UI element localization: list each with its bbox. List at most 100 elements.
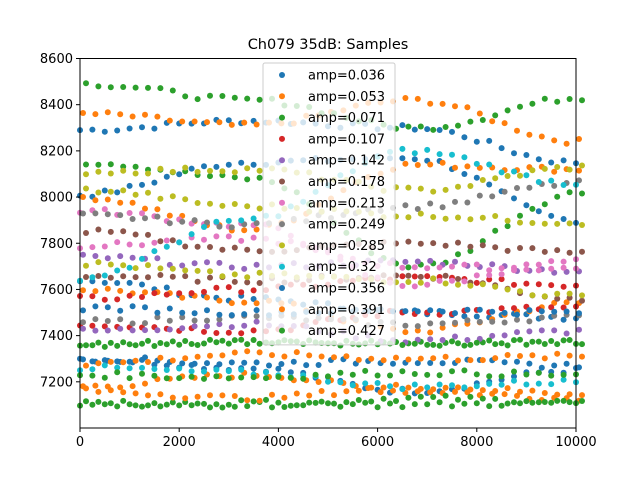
data-point	[417, 185, 424, 192]
x-tick-label: 0	[76, 435, 84, 450]
data-point	[331, 392, 337, 399]
data-point	[120, 359, 127, 366]
data-point	[579, 222, 585, 228]
data-point	[120, 273, 127, 280]
data-point	[132, 163, 139, 170]
data-point	[399, 283, 406, 289]
data-point	[486, 181, 493, 188]
data-point	[89, 322, 96, 329]
data-point	[244, 246, 251, 253]
data-point	[414, 323, 421, 330]
data-point	[176, 402, 183, 409]
data-point	[228, 359, 235, 366]
data-point	[479, 395, 486, 402]
data-point	[231, 94, 238, 101]
data-point	[405, 264, 412, 271]
data-point	[541, 165, 548, 172]
series-amp-0-391	[83, 348, 585, 404]
data-point	[117, 316, 124, 323]
data-point	[266, 362, 272, 369]
data-point	[142, 304, 148, 311]
data-point	[107, 274, 114, 281]
data-point	[467, 357, 474, 364]
data-point	[101, 187, 108, 194]
data-point	[551, 327, 558, 334]
data-point	[120, 167, 127, 174]
legend-label: amp=0.071	[308, 111, 385, 126]
data-point	[139, 255, 145, 262]
data-point	[442, 242, 449, 249]
data-point	[566, 220, 573, 227]
data-point	[238, 336, 245, 343]
data-point	[250, 287, 257, 294]
data-point	[492, 227, 499, 234]
data-point	[253, 318, 260, 325]
data-point	[238, 237, 245, 244]
data-point	[207, 336, 213, 343]
data-point	[117, 307, 124, 314]
data-point	[535, 208, 542, 215]
data-point	[417, 385, 424, 392]
data-point	[80, 110, 86, 116]
data-point	[461, 367, 468, 374]
data-point	[231, 393, 238, 399]
data-point	[157, 195, 164, 202]
data-point	[169, 357, 176, 364]
y-tick-label: 7800	[40, 237, 73, 252]
data-point	[560, 337, 567, 344]
data-point	[566, 294, 573, 301]
data-point	[442, 124, 449, 130]
data-point	[411, 340, 418, 347]
data-point	[225, 401, 232, 408]
data-point	[231, 337, 238, 344]
data-point	[250, 215, 257, 222]
data-point	[427, 360, 434, 366]
data-point	[163, 401, 170, 408]
data-point	[535, 338, 542, 345]
data-point	[107, 400, 114, 407]
data-point	[399, 273, 406, 280]
legend-label: amp=0.285	[308, 239, 385, 254]
data-point	[139, 242, 145, 249]
data-point	[452, 103, 458, 110]
data-point	[405, 214, 412, 221]
data-point	[467, 282, 474, 289]
data-point	[449, 382, 455, 389]
data-point	[179, 262, 186, 269]
data-point	[541, 399, 548, 405]
data-point	[126, 365, 133, 372]
data-point	[504, 400, 511, 407]
data-point	[145, 359, 151, 365]
data-point	[132, 265, 139, 272]
data-point	[476, 110, 483, 117]
data-point	[343, 353, 350, 360]
data-point	[101, 279, 108, 286]
data-point	[436, 151, 443, 158]
data-point	[399, 122, 406, 129]
data-point	[501, 359, 508, 366]
data-point	[455, 214, 461, 221]
data-point	[154, 255, 161, 262]
data-point	[83, 262, 89, 269]
data-point	[501, 319, 508, 326]
data-point	[201, 400, 207, 407]
legend-label: amp=0.036	[308, 69, 385, 84]
data-point	[514, 329, 520, 336]
data-point	[132, 402, 139, 409]
data-point	[139, 210, 145, 217]
data-point	[529, 245, 536, 252]
data-point	[479, 117, 486, 123]
data-point	[80, 325, 86, 332]
data-point	[436, 277, 443, 284]
data-point	[207, 173, 213, 180]
data-point	[201, 340, 207, 347]
data-point	[253, 261, 260, 268]
data-point	[511, 150, 517, 157]
data-point	[430, 188, 437, 195]
data-point	[399, 368, 406, 375]
data-point	[362, 367, 369, 374]
data-point	[576, 136, 582, 142]
data-point	[498, 381, 505, 388]
data-point	[142, 289, 148, 296]
data-point	[405, 279, 412, 285]
